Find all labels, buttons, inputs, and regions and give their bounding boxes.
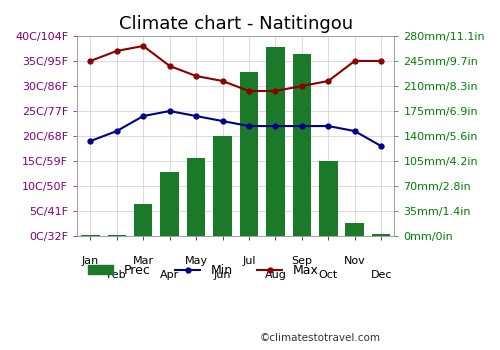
Text: Nov: Nov [344,256,366,266]
Bar [266,47,284,236]
Text: Jul: Jul [242,256,256,266]
Text: May: May [184,256,208,266]
Text: Oct: Oct [318,270,338,280]
Title: Climate chart - Natitingou: Climate chart - Natitingou [118,15,353,33]
Text: Aug: Aug [264,270,286,280]
Text: ©climatestotravel.com: ©climatestotravel.com [260,333,381,343]
Legend: Prec, Min, Max: Prec, Min, Max [84,259,324,282]
Text: Apr: Apr [160,270,180,280]
Bar [108,235,126,236]
Bar [187,158,206,236]
Bar [214,136,232,236]
Text: Jan: Jan [82,256,99,266]
Text: Feb: Feb [107,270,126,280]
Text: Jun: Jun [214,270,232,280]
Text: Mar: Mar [132,256,154,266]
Bar [240,72,258,236]
Text: Dec: Dec [370,270,392,280]
Bar [319,161,338,236]
Bar [134,204,152,236]
Bar [372,234,390,236]
Text: Sep: Sep [292,256,312,266]
Bar [160,172,179,236]
Bar [292,54,311,236]
Bar [346,223,364,236]
